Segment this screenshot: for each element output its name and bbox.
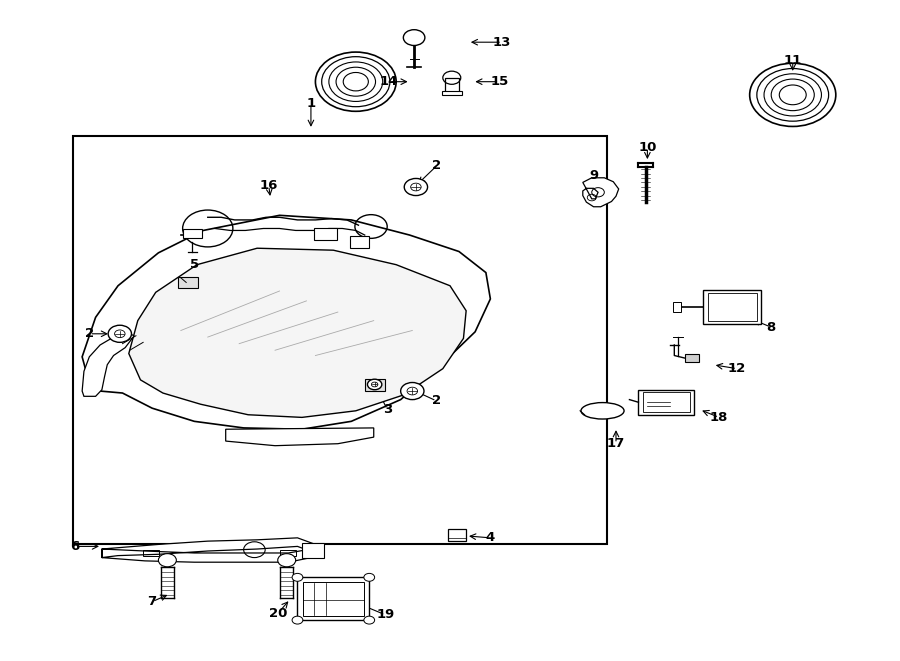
Text: 20: 20	[268, 607, 287, 620]
Bar	[73, 136, 607, 545]
Text: 4: 4	[486, 531, 495, 545]
Text: 5: 5	[190, 258, 199, 271]
Bar	[442, 91, 462, 95]
Text: 12: 12	[728, 362, 746, 375]
Text: 2: 2	[85, 327, 94, 340]
Circle shape	[367, 379, 382, 390]
Text: 6: 6	[70, 540, 79, 553]
Text: 11: 11	[784, 54, 802, 67]
Polygon shape	[583, 178, 618, 207]
Text: 18: 18	[710, 411, 728, 424]
Bar	[303, 582, 364, 616]
Text: 9: 9	[589, 169, 598, 182]
Bar	[280, 550, 296, 557]
Circle shape	[278, 554, 296, 566]
Circle shape	[158, 554, 176, 566]
Bar	[643, 393, 689, 412]
Bar	[364, 379, 384, 391]
Polygon shape	[82, 332, 134, 397]
Bar	[143, 550, 159, 557]
Bar	[178, 277, 198, 288]
Text: 19: 19	[376, 608, 394, 621]
Bar	[672, 301, 681, 312]
Bar	[445, 78, 459, 93]
Circle shape	[108, 325, 131, 342]
Circle shape	[400, 383, 424, 400]
Polygon shape	[82, 215, 491, 429]
Circle shape	[403, 30, 425, 46]
Bar	[448, 529, 466, 541]
Polygon shape	[129, 249, 466, 417]
Text: 2: 2	[432, 159, 441, 173]
Circle shape	[364, 573, 374, 581]
Bar	[638, 390, 694, 414]
Bar	[349, 237, 369, 249]
Text: 16: 16	[259, 179, 278, 192]
Text: 13: 13	[493, 36, 511, 49]
Bar	[183, 229, 202, 239]
Text: 7: 7	[148, 595, 157, 608]
Circle shape	[364, 616, 374, 624]
Polygon shape	[102, 538, 315, 563]
Text: 10: 10	[638, 141, 657, 154]
Bar	[302, 543, 324, 558]
Text: 14: 14	[380, 75, 398, 88]
Bar	[313, 228, 337, 240]
Polygon shape	[226, 428, 374, 446]
Circle shape	[292, 573, 303, 581]
Text: 8: 8	[767, 321, 776, 334]
Text: 15: 15	[491, 75, 508, 88]
Circle shape	[292, 616, 303, 624]
Ellipse shape	[581, 403, 624, 419]
Bar	[298, 577, 369, 620]
Bar	[707, 293, 757, 321]
Circle shape	[404, 178, 428, 196]
Text: 17: 17	[607, 437, 625, 450]
Text: 2: 2	[432, 395, 441, 407]
Bar	[685, 354, 699, 362]
Text: 3: 3	[382, 403, 392, 416]
Text: 1: 1	[306, 97, 316, 110]
Bar	[703, 290, 761, 324]
